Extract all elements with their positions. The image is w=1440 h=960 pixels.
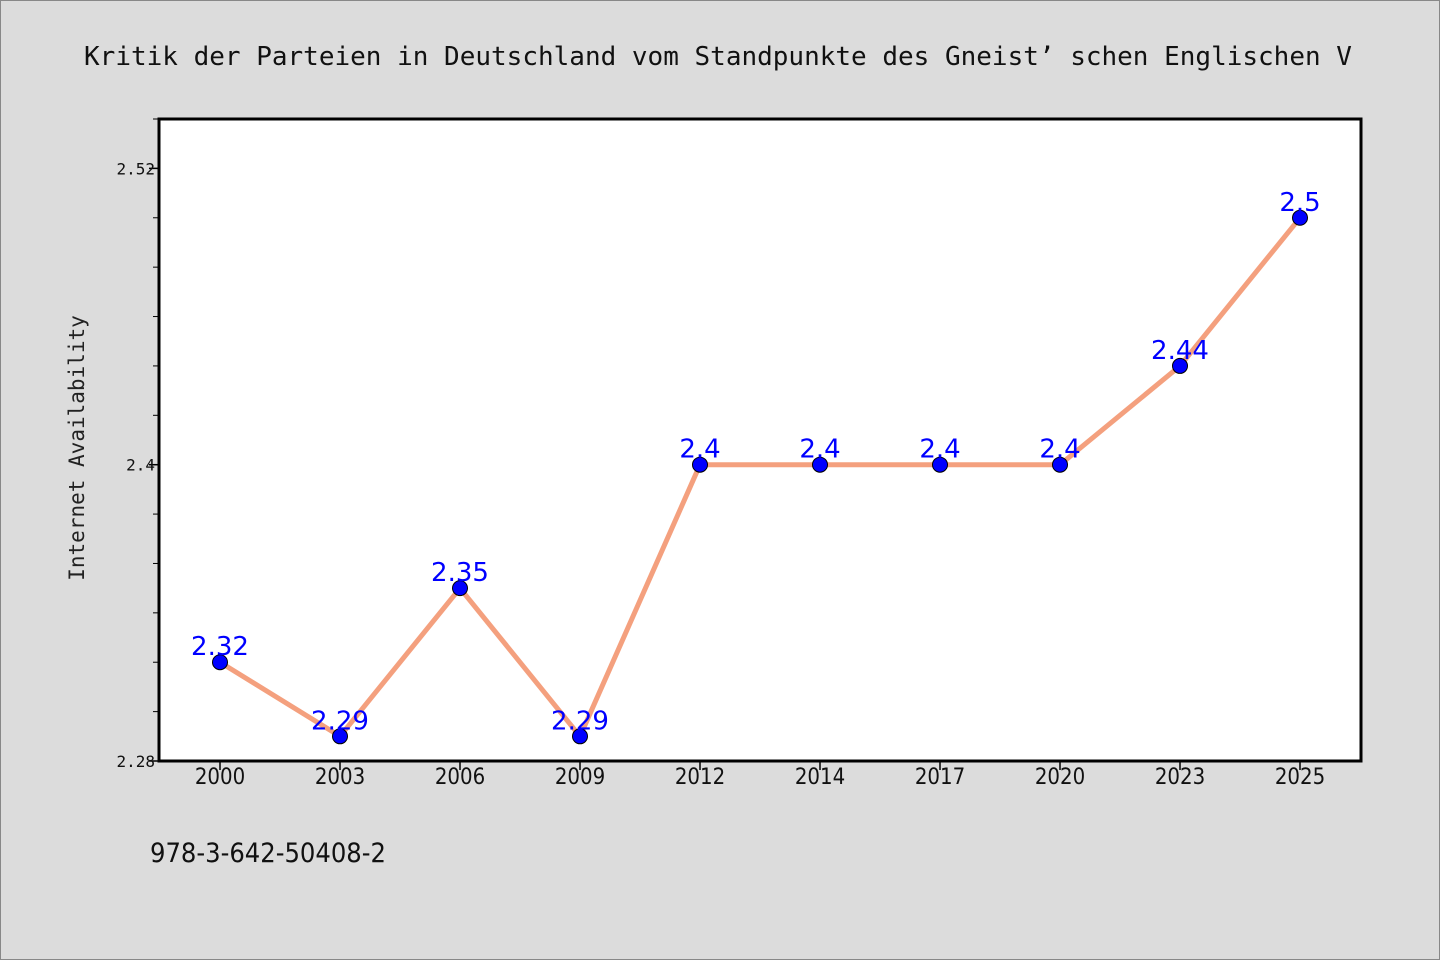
x-axis: 2000 2003 2006 2009 2012 2014 2017 2020 2023 2025 [195,761,1325,790]
data-label: 2.29 [551,706,609,736]
data-label: 2.4 [799,435,840,465]
data-point [1292,209,1308,226]
data-point [1172,357,1188,374]
x-tick-label: 2003 [315,765,365,790]
x-tick-label: 2012 [675,765,725,790]
data-point [1052,456,1068,473]
data-label: 2.4 [679,435,720,465]
x-tick-label: 2014 [795,765,845,790]
data-point [572,728,588,745]
data-point [812,456,828,473]
y-tick-label: 2.4 [126,456,155,475]
series-line [217,215,1303,739]
x-tick-label: 2025 [1275,765,1325,790]
x-tick-label: 2017 [915,765,965,790]
chart-title: Kritik der Parteien in Deutschland vom S… [84,42,1352,72]
data-label: 2.5 [1279,188,1320,218]
y-axis-label: Internet Availability [65,315,89,581]
data-point [932,456,948,473]
data-point [212,654,228,671]
data-point [452,580,468,597]
data-label: 2.35 [431,558,489,588]
data-label: 2.44 [1151,336,1209,366]
y-tick-label: 2.28 [116,752,155,771]
data-label: 2.32 [191,632,249,662]
x-tick-label: 2006 [435,765,485,790]
series-group: 2.32 2.29 2.35 2.29 2.4 2.4 2.4 2.4 2.44 2.5 [191,188,1321,745]
y-axis: 2.28 2.4 2.52 [116,118,159,771]
data-label: 2.4 [1039,435,1080,465]
data-point [332,728,348,745]
data-point [692,456,708,473]
data-label: 2.29 [311,706,369,736]
data-label: 2.4 [919,435,960,465]
x-tick-label: 2020 [1035,765,1085,790]
y-tick-label: 2.52 [116,159,155,178]
x-tick-label: 2000 [195,765,245,790]
x-tick-label: 2023 [1155,765,1205,790]
plot-area [157,117,1363,763]
footer-isbn: 978-3-642-50408-2 [150,838,386,869]
x-tick-label: 2009 [555,765,605,790]
